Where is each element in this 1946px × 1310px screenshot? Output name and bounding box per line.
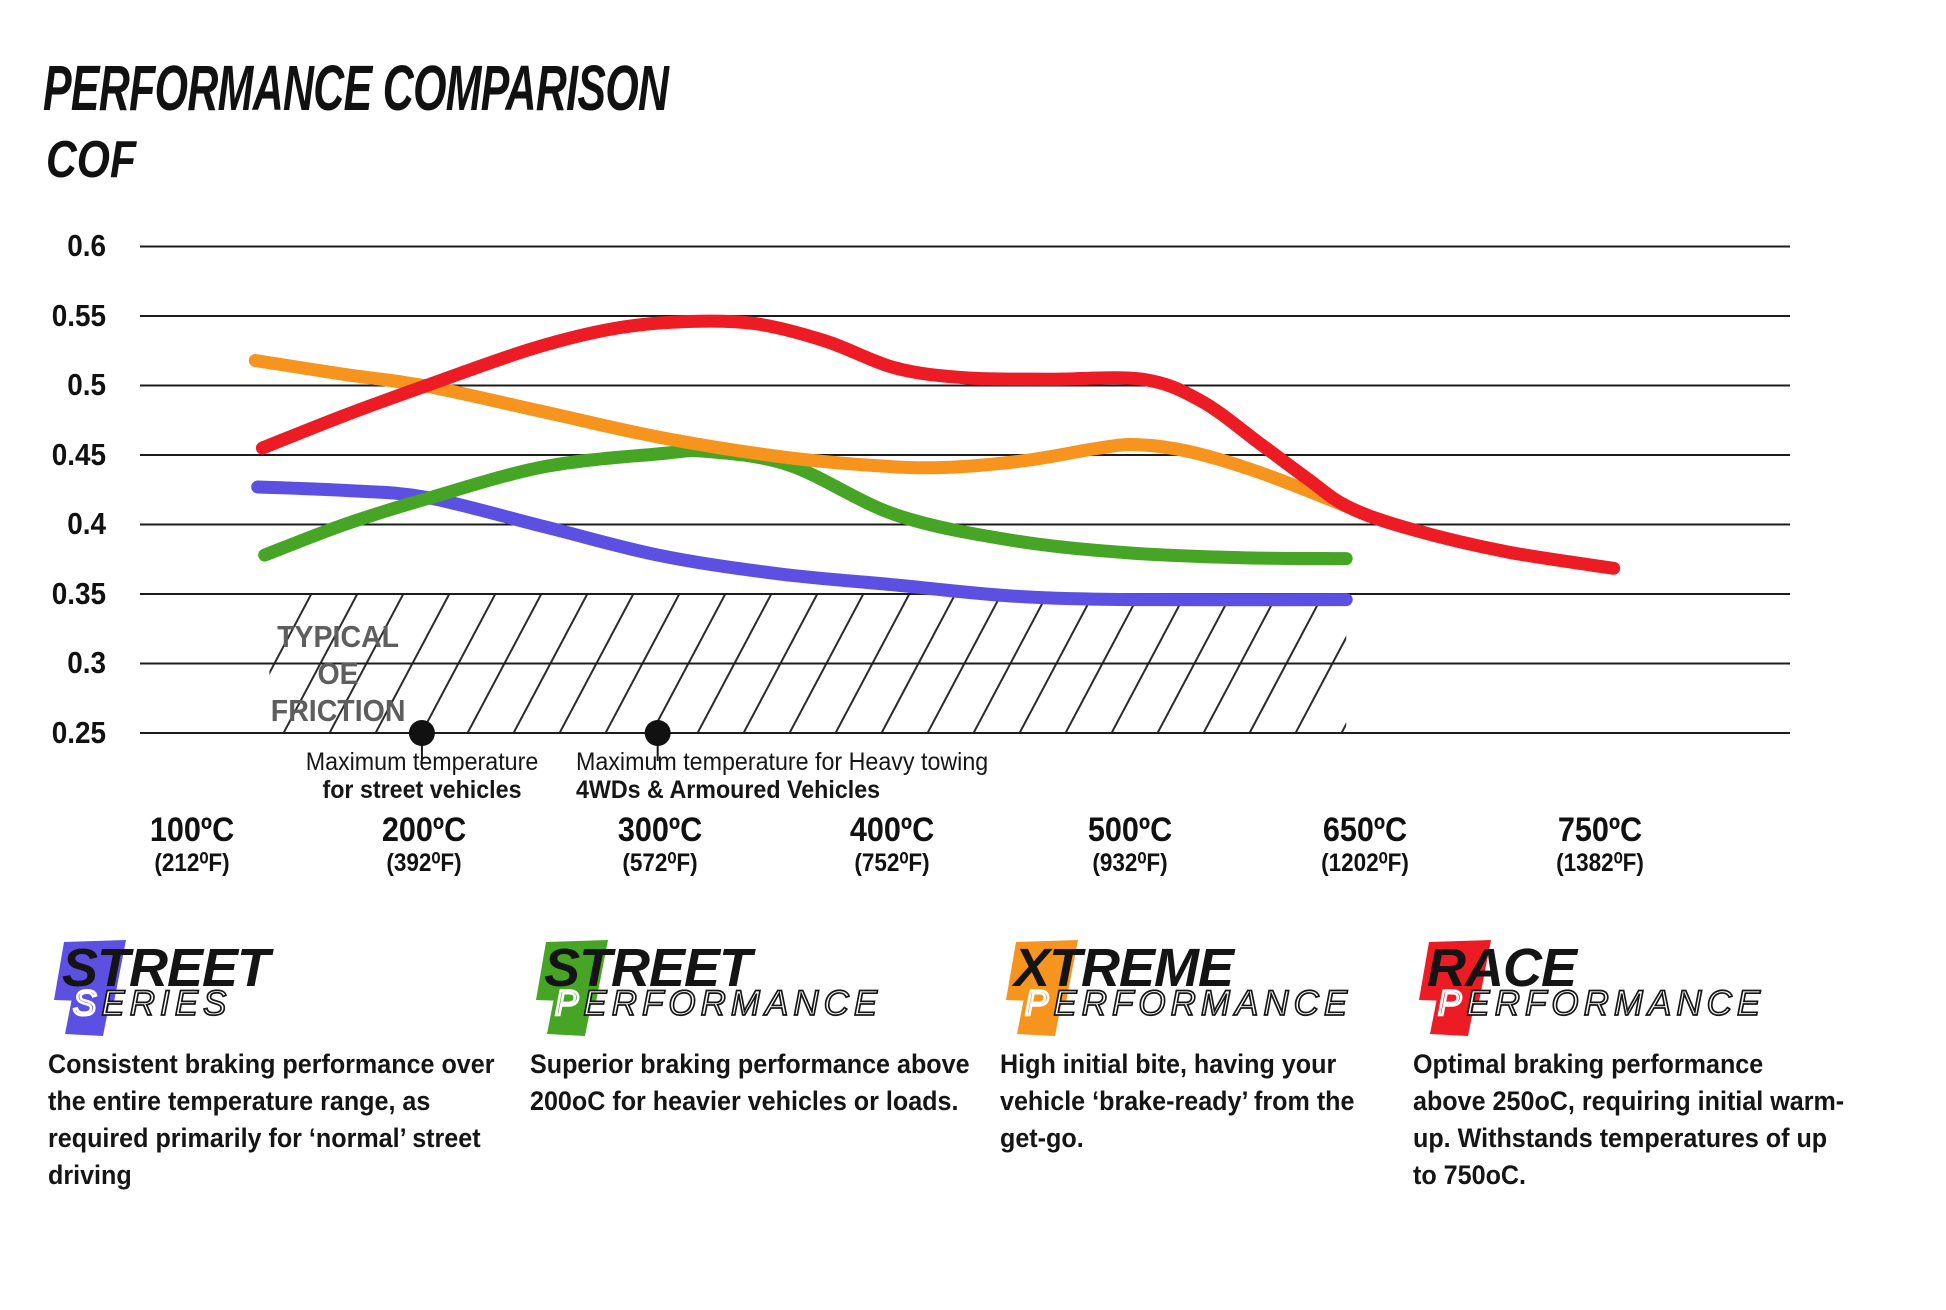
logo-block-upper [1419, 940, 1491, 1002]
annotation-line2: for street vehicles [322, 776, 522, 804]
series-line-street-series [251, 480, 1353, 607]
x-tick: 300ºC (572⁰F) [618, 811, 702, 877]
y-tick-label: 0.45 [51, 437, 106, 472]
marker-dot-1 [408, 720, 435, 746]
description-line: High initial bite, having your [1000, 1049, 1337, 1079]
logo-word2: PERFORMANCE [1438, 984, 1765, 1023]
annotation-line2: 4WDs & Armoured Vehicles [576, 776, 881, 804]
logo-word1: RACE [1427, 940, 1579, 998]
annotation-towing-max-temp: Maximum temperature for Heavy towing 4WD… [576, 748, 988, 804]
description-line: Superior braking performance above [530, 1049, 970, 1079]
x-tick-celsius: 100ºC [149, 811, 235, 849]
logo-block-lower [1017, 988, 1064, 1036]
y-tick-label: 0.6 [67, 228, 106, 263]
x-tick: 100ºC (212⁰F) [150, 811, 234, 877]
logo-word2-initial: S [73, 984, 101, 1023]
marker-dot-2 [644, 720, 671, 746]
y-tick-label: 0.55 [51, 298, 106, 333]
legend-description: Superior braking performance above 200oC… [530, 1046, 1003, 1120]
logo-word2: PERFORMANCE [1025, 984, 1352, 1023]
logo-word2-initial: P [1438, 984, 1466, 1023]
logo-word2-rest: ERFORMANCE [1466, 984, 1765, 1023]
description-line: driving [48, 1160, 132, 1190]
description-line: Optimal braking performance [1413, 1049, 1764, 1079]
logo-word2-rest: ERFORMANCE [583, 984, 882, 1023]
logo-word1: STREET [544, 940, 756, 998]
legend-description: Optimal braking performance above 250oC,… [1413, 1046, 1877, 1194]
logo-word1: XTREME [1011, 940, 1236, 998]
street-performance-logo: STREET PERFORMANCE [536, 940, 882, 1036]
annotation-line1: Maximum temperature [305, 748, 539, 776]
legend-street-series: STREET SERIES Consistent braking perform… [48, 940, 528, 1190]
page-title: PERFORMANCE COMPARISON [43, 52, 669, 124]
logo-word2-initial: P [555, 984, 583, 1023]
logo-word2-rest: ERIES [101, 984, 231, 1023]
oe-label-line1: TYPICAL OE [277, 619, 400, 691]
annotation-line1: Maximum temperature for Heavy towing [576, 748, 989, 776]
logo-block-upper [54, 940, 126, 1002]
x-tick: 500ºC (932⁰F) [1088, 811, 1172, 877]
x-tick-fahrenheit: (212⁰F) [154, 849, 230, 877]
logo-block-lower [65, 988, 112, 1036]
legend-description: Consistent braking performance over the … [48, 1046, 528, 1194]
x-tick: 200ºC (392⁰F) [382, 811, 466, 877]
y-axis-title: COF [46, 131, 137, 189]
x-tick-fahrenheit: (1382⁰F) [1556, 849, 1644, 877]
legend-xtreme-performance: XTREME PERFORMANCE High initial bite, ha… [1000, 940, 1480, 1153]
description-line: up. Withstands temperatures of up [1413, 1123, 1828, 1153]
logo-word2: SERIES [73, 984, 231, 1023]
x-tick-fahrenheit: (572⁰F) [622, 849, 698, 877]
cof-temperature-chart: 0.6 0.55 0.5 0.45 0.4 0.35 0.3 0.25 100º… [0, 160, 1946, 880]
race-performance-logo: RACE PERFORMANCE [1419, 940, 1765, 1036]
description-line: the entire temperature range, as [48, 1086, 431, 1116]
logo-word2-initial: P [1025, 984, 1053, 1023]
x-tick-celsius: 200ºC [381, 811, 467, 849]
logo-block-upper [1006, 940, 1078, 1002]
logo-word2-rest: ERFORMANCE [1053, 984, 1352, 1023]
description-line: vehicle ‘brake-ready’ from the [1000, 1086, 1355, 1116]
street-series-logo: STREET SERIES [54, 940, 275, 1036]
x-tick: 650ºC (1202⁰F) [1321, 811, 1409, 877]
y-tick-label: 0.35 [51, 576, 106, 611]
chart-canvas [140, 245, 1790, 761]
y-tick-label: 0.4 [67, 506, 106, 541]
logo-word2: PERFORMANCE [555, 984, 882, 1023]
oe-friction-zone-label: TYPICAL OE FRICTION [253, 618, 423, 729]
description-line: to 750oC. [1413, 1160, 1527, 1190]
x-tick-fahrenheit: (392⁰F) [386, 849, 462, 877]
oe-label-line2: FRICTION [270, 693, 406, 728]
description-line: above 250oC, requiring initial warm- [1413, 1086, 1845, 1116]
logo-block-lower [1430, 988, 1477, 1036]
legend-race-performance: RACE PERFORMANCE Optimal braking perform… [1413, 940, 1893, 1190]
x-tick-celsius: 300ºC [617, 811, 703, 849]
description-line: required primarily for ‘normal’ street [48, 1123, 481, 1153]
description-line: Consistent braking performance over [48, 1049, 495, 1079]
x-tick: 750ºC (1382⁰F) [1556, 811, 1644, 877]
series-line-race-performance [255, 314, 1621, 575]
y-tick-label: 0.3 [67, 645, 106, 680]
x-tick-fahrenheit: (932⁰F) [1092, 849, 1168, 877]
x-tick-celsius: 650ºC [1322, 811, 1408, 849]
x-tick-celsius: 400ºC [849, 811, 935, 849]
description-line: get-go. [1000, 1123, 1084, 1153]
x-tick-fahrenheit: (752⁰F) [854, 849, 930, 877]
logo-block-lower [547, 988, 594, 1036]
logo-block-upper [536, 940, 608, 1002]
x-tick-celsius: 750ºC [1557, 811, 1643, 849]
legend-street-performance: STREET PERFORMANCE Superior braking perf… [530, 940, 1010, 1116]
x-tick-celsius: 500ºC [1087, 811, 1173, 849]
series-line-street-performance [258, 444, 1353, 566]
description-line: 200oC for heavier vehicles or loads. [530, 1086, 959, 1116]
y-tick-label: 0.5 [67, 367, 106, 402]
y-tick-label: 0.25 [51, 715, 106, 750]
xtreme-performance-logo: XTREME PERFORMANCE [1006, 940, 1352, 1036]
x-tick: 400ºC (752⁰F) [850, 811, 934, 877]
x-tick-fahrenheit: (1202⁰F) [1321, 849, 1409, 877]
logo-word1: STREET [62, 940, 274, 998]
annotation-street-max-temp: Maximum temperature for street vehicles [264, 748, 580, 804]
legend-description: High initial bite, having your vehicle ‘… [1000, 1046, 1381, 1157]
